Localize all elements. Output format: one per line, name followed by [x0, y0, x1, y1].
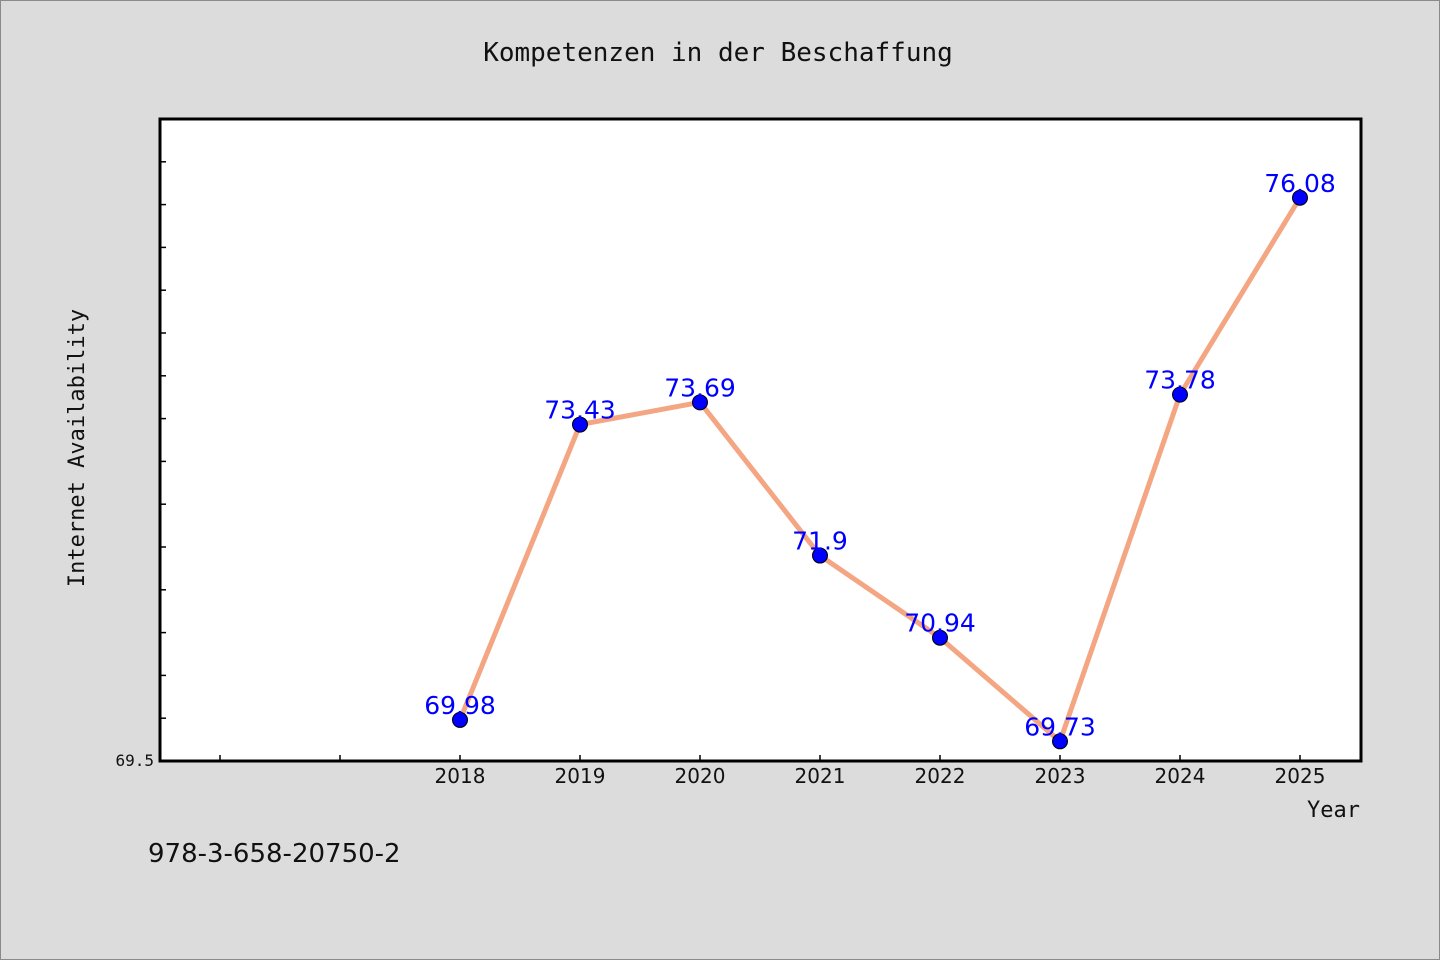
data-point — [812, 547, 828, 564]
data-point — [1292, 189, 1308, 206]
x-tick-label: 2019 — [555, 764, 606, 788]
data-point — [1052, 733, 1068, 750]
y-axis-label: Internet Availability — [65, 309, 90, 587]
data-labels: 69.98 73.43 73.69 71.9 70.94 69.73 73.78 76.08 — [424, 169, 1336, 742]
x-tick-label: 2025 — [1275, 764, 1326, 788]
chart-title: Kompetenzen in der Beschaffung — [483, 38, 953, 68]
data-point — [572, 416, 588, 433]
x-tick-label: 2022 — [915, 764, 966, 788]
data-point — [1172, 386, 1188, 403]
data-point — [692, 394, 708, 411]
x-tick-label: 2024 — [1155, 764, 1206, 788]
x-tick-label: 2020 — [675, 764, 726, 788]
data-label: 71.9 — [792, 527, 848, 556]
x-tick-label: 2021 — [795, 764, 846, 788]
x-tick-labels: 2018 2019 2020 2021 2022 2023 2024 2025 — [435, 764, 1326, 788]
data-label: 69.73 — [1024, 712, 1096, 741]
data-label: 70.94 — [904, 609, 976, 638]
x-tick-label: 2018 — [435, 764, 486, 788]
x-tick-label: 2023 — [1035, 764, 1086, 788]
x-axis-label: Year — [1307, 798, 1360, 823]
data-point — [452, 711, 468, 728]
y-tick-label: 69.5 — [115, 751, 154, 770]
series-markers — [452, 189, 1308, 750]
data-label: 73.78 — [1144, 366, 1216, 395]
series-line — [457, 196, 1303, 744]
footer-isbn: 978-3-658-20750-2 — [148, 839, 401, 869]
x-axis-ticks — [219, 755, 1301, 761]
data-label: 69.98 — [424, 691, 496, 720]
data-label: 73.69 — [664, 373, 736, 402]
data-label: 76.08 — [1264, 169, 1336, 198]
data-label: 73.43 — [544, 396, 616, 425]
plot-area — [158, 117, 1363, 763]
y-axis-ticks — [160, 118, 166, 762]
data-point — [932, 629, 948, 646]
